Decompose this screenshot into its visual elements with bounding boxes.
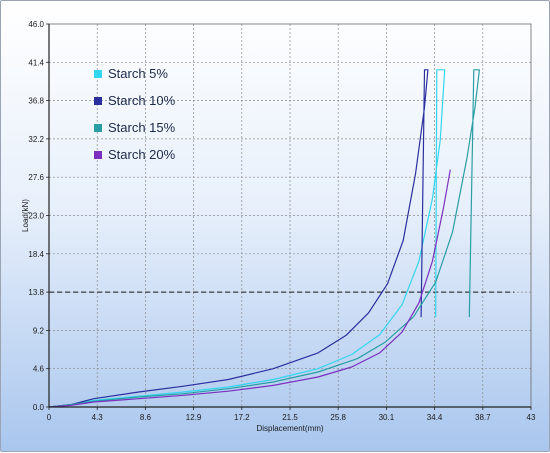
x-tick-label: 8.6 — [140, 413, 152, 422]
y-tick-label: 32.2 — [28, 135, 44, 144]
y-tick-label: 41.4 — [28, 58, 44, 67]
legend-swatch — [94, 70, 102, 78]
series-line-1 — [48, 69, 446, 408]
y-tick-label: 9.2 — [33, 326, 45, 335]
y-tick-label: 27.6 — [28, 173, 44, 182]
x-axis-title: Displacement(mm) — [256, 424, 323, 433]
grid — [49, 24, 531, 407]
legend-label: Starch 10% — [108, 93, 176, 108]
x-tick-label: 12.9 — [186, 413, 202, 422]
x-tick-label: 4.3 — [92, 413, 104, 422]
series-layer — [48, 69, 480, 408]
series-line-3 — [48, 69, 480, 408]
x-tick-label: 30.1 — [379, 413, 395, 422]
series-line-4 — [48, 169, 451, 408]
x-tick-label: 43 — [527, 413, 536, 422]
x-tick-label: 0 — [47, 413, 52, 422]
y-tick-label: 46.0 — [28, 20, 44, 29]
legend-label: Starch 5% — [108, 66, 168, 81]
x-tick-labels: 0 4.3 8.6 12.9 17.2 21.5 25.8 30.1 34.4 38.7 43 — [47, 407, 536, 422]
y-tick-label: 4.6 — [33, 365, 45, 374]
x-tick-label: 25.8 — [330, 413, 346, 422]
x-tick-label: 17.2 — [234, 413, 250, 422]
y-tick-label: 23.0 — [28, 212, 44, 221]
y-axis-title: Load(kN) — [21, 199, 30, 232]
x-tick-label: 38.7 — [475, 413, 491, 422]
legend-label: Starch 20% — [108, 147, 176, 162]
legend-swatch — [94, 124, 102, 132]
x-tick-label: 21.5 — [282, 413, 298, 422]
y-tick-label: 13.8 — [28, 288, 44, 297]
y-tick-label: 18.4 — [28, 250, 44, 259]
series-line-2 — [48, 69, 429, 408]
x-tick-label: 34.4 — [427, 413, 443, 422]
y-tick-label: 0.0 — [33, 403, 45, 412]
legend-swatch — [94, 151, 102, 159]
legend: Starch 5% Starch 10% Starch 15% Starch 20% — [94, 66, 176, 162]
y-tick-label: 36.8 — [28, 97, 44, 106]
legend-label: Starch 15% — [108, 120, 176, 135]
legend-swatch — [94, 97, 102, 105]
y-tick-labels: 0.0 4.6 9.2 13.8 18.4 23.0 27.6 32.2 36.8 41.4 46.… — [28, 20, 49, 412]
